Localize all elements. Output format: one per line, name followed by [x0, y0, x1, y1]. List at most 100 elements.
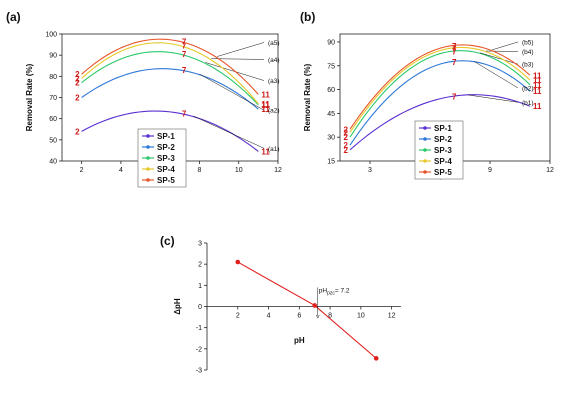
callout-label: (a5): [268, 40, 280, 47]
legend-entry-sp-5: SP-5: [157, 176, 175, 185]
panel-letter: (c): [160, 234, 175, 248]
y-tick-label: 100: [45, 32, 57, 39]
legend-marker: [146, 178, 150, 182]
x-tick-label: 6: [297, 313, 301, 320]
x-axis-title: pH: [294, 336, 305, 345]
chart-panel-2: (b)36912153045607590pHRemoval Rate (%)27…: [300, 10, 554, 180]
y-axis-title: ΔpH: [173, 298, 182, 315]
legend-marker: [146, 167, 150, 171]
y-tick-label: -3: [196, 368, 202, 375]
series-line: [237, 261, 377, 359]
data-point: [373, 356, 379, 361]
series-line-sp-5: [349, 44, 531, 130]
y-tick-label: 45: [327, 111, 335, 118]
callout-label: (b1): [522, 100, 534, 107]
x-tick-label: 2: [236, 313, 240, 320]
x-tick-label: 10: [357, 313, 365, 320]
y-tick-label: 40: [49, 159, 57, 166]
x-tick-label: 12: [388, 313, 396, 320]
point-label: 11: [261, 90, 270, 99]
y-tick-label: 50: [49, 137, 57, 144]
callout-label: (b5): [522, 39, 534, 46]
point-label: 2: [75, 94, 80, 103]
y-tick-label: -1: [196, 325, 202, 332]
point-label: 2: [344, 133, 349, 142]
data-point: [235, 259, 241, 265]
legend-marker: [423, 148, 427, 152]
x-tick-label: 4: [267, 313, 271, 320]
legend-marker: [146, 134, 150, 138]
point-label: 11: [261, 100, 270, 109]
x-tick-label: 8: [198, 167, 202, 174]
y-tick-label: -2: [196, 346, 202, 353]
series-line-sp-1: [349, 94, 531, 151]
x-tick-label: 4: [119, 167, 123, 174]
pzc-annotation: pHpzc= 7.2: [319, 288, 350, 297]
series-line-sp-2: [81, 68, 259, 110]
data-point: [312, 303, 317, 308]
legend-entry-sp-1: SP-1: [434, 124, 452, 133]
point-label: 7: [452, 93, 457, 102]
callout-label: (b4): [522, 49, 534, 56]
point-label: 7: [452, 44, 457, 53]
series-line-sp-2: [349, 60, 531, 146]
legend-entry-sp-4: SP-4: [434, 157, 452, 166]
y-tick-label: 15: [327, 159, 335, 166]
y-tick-label: 3: [198, 241, 202, 248]
point-label: 11: [533, 87, 542, 96]
series-line-sp-4: [349, 46, 531, 133]
callout-arrow: [467, 94, 519, 103]
y-tick-label: 30: [327, 135, 335, 142]
x-tick-label: 3: [368, 167, 372, 174]
callout-arrow: [479, 52, 519, 65]
legend-marker: [423, 126, 427, 130]
y-tick-label: 60: [327, 87, 335, 94]
legend-marker: [146, 156, 150, 160]
callout-label: (a2): [268, 108, 280, 115]
legend-marker: [423, 159, 427, 163]
legend-entry-sp-2: SP-2: [157, 143, 175, 152]
series-line-sp-3: [81, 51, 259, 106]
callout-label: (b3): [522, 62, 534, 69]
panel-letter: (b): [300, 10, 315, 24]
x-tick-label: 10: [235, 167, 243, 174]
point-label: 2: [75, 79, 80, 88]
legend-entry-sp-4: SP-4: [157, 165, 175, 174]
y-tick-label: 0: [198, 304, 202, 311]
legend-entry-sp-1: SP-1: [157, 132, 175, 141]
panel-letter: (a): [6, 10, 21, 24]
y-axis-title: Removal Rate (%): [25, 63, 34, 131]
y-tick-label: 90: [49, 53, 57, 60]
pzc-arrow-head: [316, 314, 320, 319]
point-label: 11: [261, 147, 270, 156]
point-label: 2: [344, 141, 349, 150]
point-label: 7: [452, 47, 457, 56]
point-label: 7: [182, 37, 187, 46]
y-tick-label: 60: [49, 116, 57, 123]
callout-arrow: [473, 61, 519, 89]
callout-arrow: [491, 41, 519, 51]
callout-label: (b2): [522, 85, 534, 92]
series-line-sp-1: [81, 110, 259, 152]
point-label: 2: [344, 146, 349, 155]
y-tick-label: 75: [327, 63, 335, 70]
point-label: 2: [344, 128, 349, 137]
callout-label: (a1): [268, 146, 280, 153]
point-label: 7: [182, 109, 187, 118]
x-tick-label: 12: [546, 167, 554, 174]
point-label: 7: [182, 66, 187, 75]
callout-arrow: [199, 73, 265, 111]
series-line-sp-3: [349, 50, 531, 138]
chart-panel-1: (a)24681012405060708090100pHRemoval Rate…: [6, 10, 282, 188]
legend-marker: [146, 145, 150, 149]
legend-marker: [423, 170, 427, 174]
point-label: 2: [75, 127, 80, 136]
x-tick-label: 12: [274, 167, 282, 174]
series-line-sp-5: [81, 38, 259, 95]
y-tick-label: 90: [327, 39, 335, 46]
point-label: 11: [261, 105, 270, 114]
y-tick-label: 80: [49, 74, 57, 81]
point-label: 11: [533, 71, 542, 80]
y-tick-label: 1: [198, 283, 202, 290]
